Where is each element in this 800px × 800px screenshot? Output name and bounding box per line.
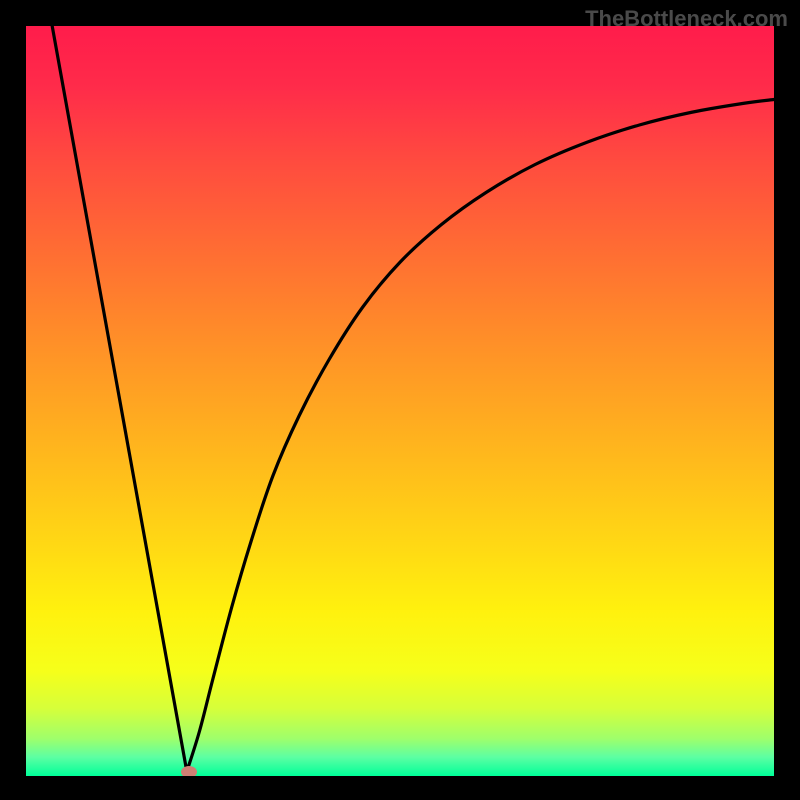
chart-container: TheBottleneck.com	[0, 0, 800, 800]
minimum-marker	[181, 766, 197, 777]
frame-left	[0, 0, 26, 800]
watermark-text: TheBottleneck.com	[585, 6, 788, 32]
plot-area	[26, 26, 774, 776]
frame-bottom	[0, 776, 800, 800]
curve-layer	[26, 26, 774, 776]
bottleneck-curve	[52, 26, 774, 772]
frame-right	[774, 0, 800, 800]
